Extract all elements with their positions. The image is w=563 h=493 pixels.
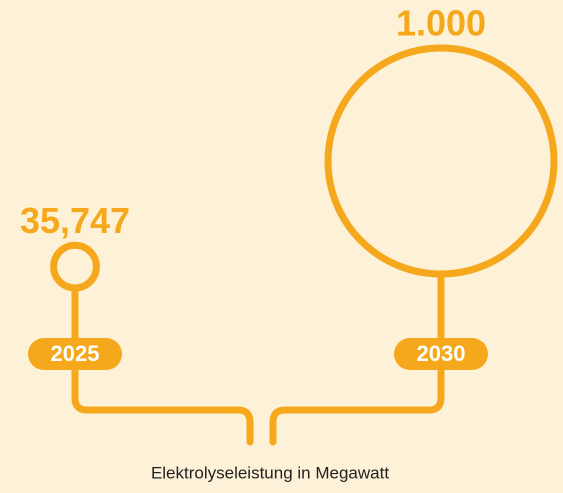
bubble <box>50 241 100 292</box>
x-tick-label: 2025 <box>51 341 100 366</box>
connector <box>71 284 254 446</box>
x-tick-label: 2030 <box>417 341 466 366</box>
x-axis-label: Elektrolyseleistung in Megawatt <box>151 463 389 482</box>
value-label: 35,747 <box>20 200 130 241</box>
year-pill <box>394 338 488 370</box>
connector <box>269 270 445 446</box>
year-pill <box>28 338 122 370</box>
value-label: 1.000 <box>396 3 486 44</box>
bubble <box>324 44 558 278</box>
